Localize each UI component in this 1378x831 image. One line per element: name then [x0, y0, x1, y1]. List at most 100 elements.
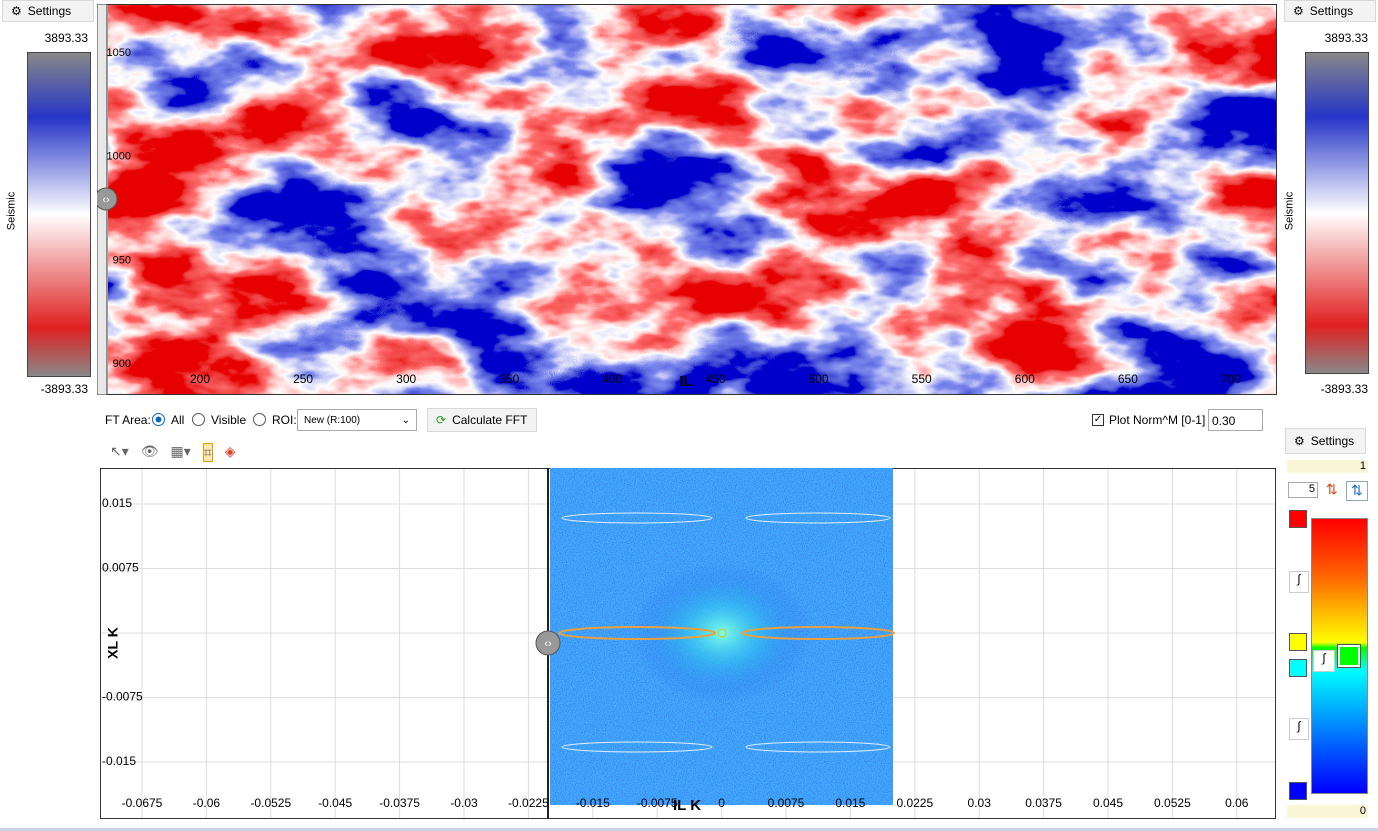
layout-tool[interactable]: ▦▾: [170, 443, 191, 459]
color-stop[interactable]: [1337, 644, 1361, 668]
gear-icon: ⚙: [1294, 434, 1305, 448]
settings-label: Settings: [1309, 4, 1354, 18]
x-tick-label: 350: [499, 372, 519, 386]
settings-button[interactable]: ⚙ Settings: [1285, 428, 1366, 454]
y-tick-label: 1000: [107, 151, 131, 163]
divider-handle[interactable]: [535, 630, 561, 656]
range-min: -3893.33: [1320, 382, 1368, 396]
pointer-tool[interactable]: ↖▾: [110, 443, 129, 459]
y-tick-label: -0.015: [102, 754, 136, 768]
color-stop[interactable]: [1289, 510, 1307, 528]
settings-label: Settings: [27, 4, 72, 18]
color-stop[interactable]: [1289, 659, 1307, 677]
side-contours: [561, 512, 891, 753]
y-tick-label: -0.0075: [102, 690, 143, 704]
mask-tool[interactable]: ◈: [224, 443, 236, 459]
x-tick-label: -0.0075: [637, 796, 678, 810]
curve-handle[interactable]: ∫: [1289, 718, 1309, 740]
eye-tool[interactable]: 👁: [140, 443, 159, 459]
x-tick-label: 0.0225: [896, 796, 933, 810]
x-tick-label: 0.03: [968, 796, 992, 810]
range-min: -3893.33: [40, 382, 88, 396]
radio-all[interactable]: [152, 413, 165, 426]
min-value: 0: [1359, 805, 1366, 817]
steps-value: 5: [1308, 483, 1315, 495]
gear-icon: ⚙: [1293, 4, 1304, 18]
axis-label: Seismic: [1283, 191, 1296, 231]
x-tick-label: 700: [1221, 372, 1241, 386]
range-max: 3893.33: [1324, 31, 1368, 45]
norm-checkbox[interactable]: ✓: [1092, 414, 1104, 426]
curve-handle[interactable]: ∫: [1313, 650, 1335, 672]
x-tick-label: 500: [809, 372, 829, 386]
x-tick-label: -0.03: [450, 796, 478, 810]
x-tick-label: -0.0675: [122, 796, 163, 810]
histogram-colorbar: [1305, 52, 1369, 374]
x-tick-label: 0.0075: [768, 796, 805, 810]
x-axis-label: IL K: [673, 797, 701, 814]
steps-spinbox[interactable]: 5: [1288, 482, 1318, 498]
norm-spinbox[interactable]: 0.30: [1208, 409, 1263, 431]
max-field[interactable]: 1: [1287, 460, 1368, 473]
x-tick-label: 0.06: [1225, 796, 1249, 810]
flip-icon[interactable]: ⇅: [1326, 481, 1338, 497]
y-tick-label: 0.015: [102, 496, 132, 510]
curve-handle[interactable]: ∫: [1289, 571, 1309, 593]
calculate-button[interactable]: ⟳ Calculate FFT: [427, 408, 537, 432]
x-tick-label: 0.045: [1093, 796, 1123, 810]
min-field[interactable]: 0: [1287, 805, 1368, 818]
plot-norm-label: Plot Norm^M [0-1]: [1109, 413, 1206, 427]
y-tick-label: 950: [113, 254, 131, 266]
grid-tool[interactable]: ⌗: [202, 443, 213, 462]
x-tick-label: 0.0375: [1025, 796, 1062, 810]
dropdown-arrow: ⌄: [401, 415, 410, 426]
x-tick-label: 600: [1015, 372, 1035, 386]
radio-roi[interactable]: [253, 413, 266, 426]
max-value: 1: [1359, 460, 1366, 472]
x-tick-label: 650: [1118, 372, 1138, 386]
x-tick-label: 200: [190, 372, 210, 386]
roi-value: New (R:100): [304, 415, 361, 426]
gear-icon: ⚙: [11, 4, 22, 18]
settings-label: Settings: [1310, 434, 1355, 448]
settings-button[interactable]: ⚙ Settings: [2, 0, 94, 22]
y-axis-label: XL K: [105, 627, 121, 659]
option-label: All: [171, 413, 185, 427]
x-tick-label: 0: [718, 796, 725, 810]
y-tick-label: 1050: [107, 47, 131, 59]
seismic-image: [108, 4, 1277, 395]
x-tick-label: -0.015: [576, 796, 610, 810]
range-max: 3893.33: [44, 31, 88, 45]
center-marker: [717, 628, 727, 638]
status-strip: [0, 828, 1378, 831]
settings-button[interactable]: ⚙ Settings: [1284, 0, 1376, 22]
handle-icon: ‹›: [102, 194, 110, 206]
y-tick-label: 900: [113, 358, 131, 370]
x-axis-label: IL: [679, 373, 692, 390]
refresh-icon: ⟳: [436, 413, 447, 427]
roi-dropdown[interactable]: New (R:100) ⌄: [297, 409, 417, 431]
histogram-colorbar: [27, 52, 91, 377]
peak-contours: [558, 626, 895, 640]
calculate-label: Calculate FFT: [452, 413, 528, 427]
axis-label: Seismic: [5, 191, 18, 231]
toolbar: ↖▾ 👁 ▦▾ ⌗ ◈: [110, 443, 235, 462]
x-tick-label: 0.0525: [1154, 796, 1191, 810]
x-tick-label: 400: [602, 372, 622, 386]
option-label: ROI:: [272, 413, 297, 427]
fft-plot: ‹› XL K IL K -0.0675 -0.06 -0.0525 -0.045 -0…: [100, 468, 1276, 819]
color-stop[interactable]: [1289, 633, 1307, 651]
radio-visible[interactable]: [192, 413, 205, 426]
x-tick-label: 300: [396, 372, 416, 386]
color-stop[interactable]: [1289, 782, 1307, 800]
x-tick-label: -0.0525: [250, 796, 291, 810]
seismic-view: ‹› IL 200 250 300 350 400 450 500 550 600 650 700 1…: [97, 4, 1277, 395]
x-tick-label: -0.045: [318, 796, 352, 810]
slider-handle[interactable]: [97, 187, 118, 211]
x-tick-label: 450: [705, 372, 725, 386]
swap-icon[interactable]: ⇅: [1346, 481, 1368, 501]
x-tick-label: -0.06: [193, 796, 221, 810]
